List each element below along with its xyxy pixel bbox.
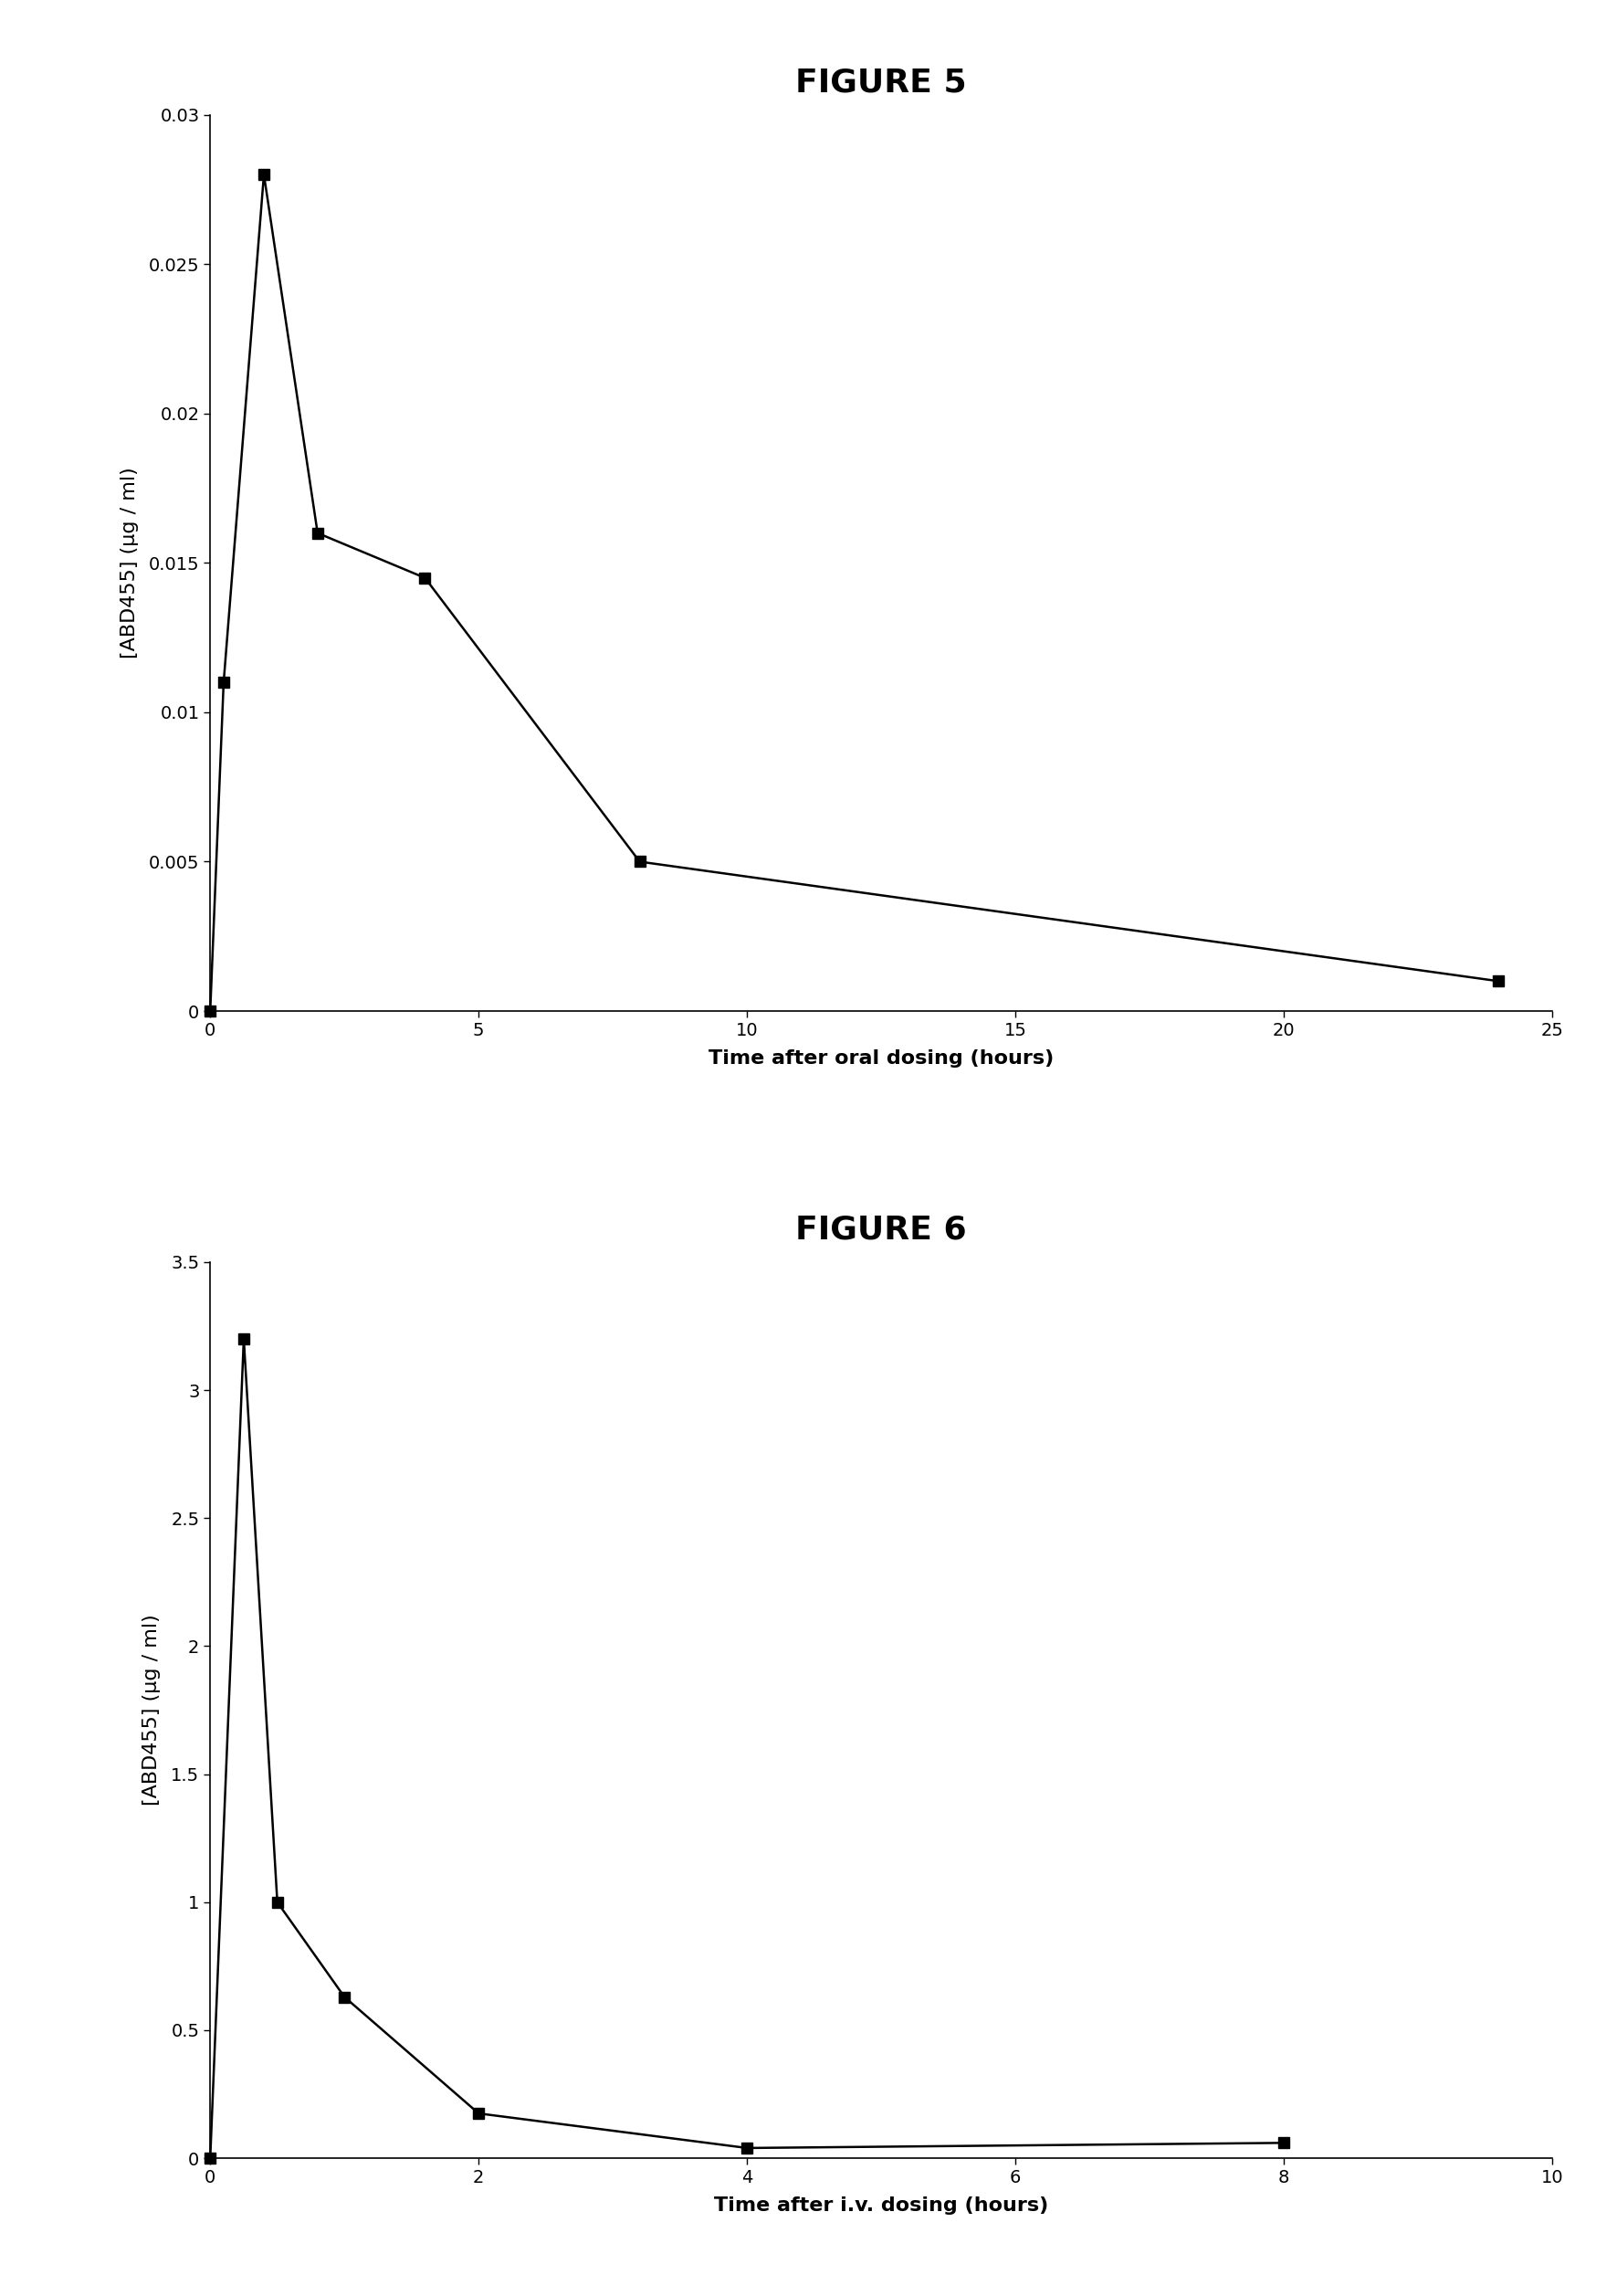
X-axis label: Time after i.v. dosing (hours): Time after i.v. dosing (hours) — [715, 2197, 1048, 2216]
Y-axis label: [ABD455] (μg / ml): [ABD455] (μg / ml) — [120, 466, 139, 659]
X-axis label: Time after oral dosing (hours): Time after oral dosing (hours) — [708, 1049, 1054, 1068]
Title: FIGURE 6: FIGURE 6 — [796, 1215, 967, 1244]
Y-axis label: [ABD455] (μg / ml): [ABD455] (μg / ml) — [142, 1614, 160, 1807]
Title: FIGURE 5: FIGURE 5 — [796, 67, 967, 99]
